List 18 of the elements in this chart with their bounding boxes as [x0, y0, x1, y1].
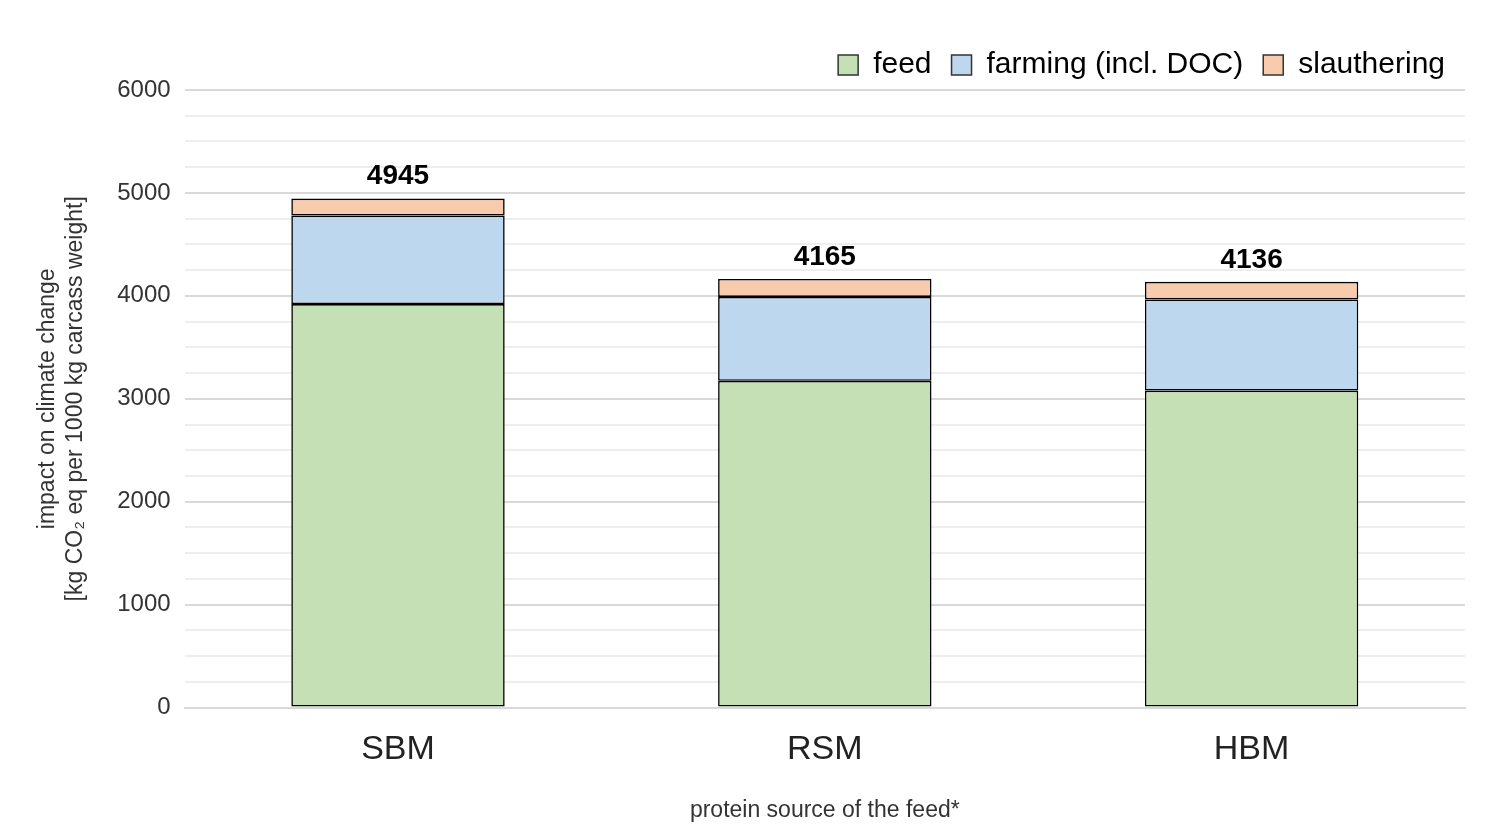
legend-label: feed: [873, 46, 932, 80]
y-tick-label: 6000: [117, 74, 171, 102]
total-label: 4945: [366, 159, 430, 191]
x-axis-title: protein source of the feed*: [689, 795, 960, 822]
y-tick-label: 5000: [117, 177, 171, 205]
y-tick-label: 1000: [117, 589, 171, 617]
x-tick-label: RSM: [787, 728, 863, 767]
legend-label: farming (incl. DOC): [986, 46, 1244, 80]
y-tick-label: 4000: [117, 280, 171, 308]
total-label: 4165: [793, 239, 856, 271]
y-tick-label: 0: [157, 692, 171, 720]
x-tick-label: HBM: [1213, 728, 1290, 767]
legend-label: slauthering: [1298, 46, 1445, 80]
y-tick-label: 3000: [117, 383, 171, 411]
y-tick-label: 2000: [117, 486, 171, 514]
x-tick-label: SBM: [361, 728, 435, 767]
y-axis-title: impact on climate change [kg CO₂ eq per 1000 kg carcass weight]: [33, 196, 87, 602]
total-label: 4136: [1220, 242, 1283, 274]
